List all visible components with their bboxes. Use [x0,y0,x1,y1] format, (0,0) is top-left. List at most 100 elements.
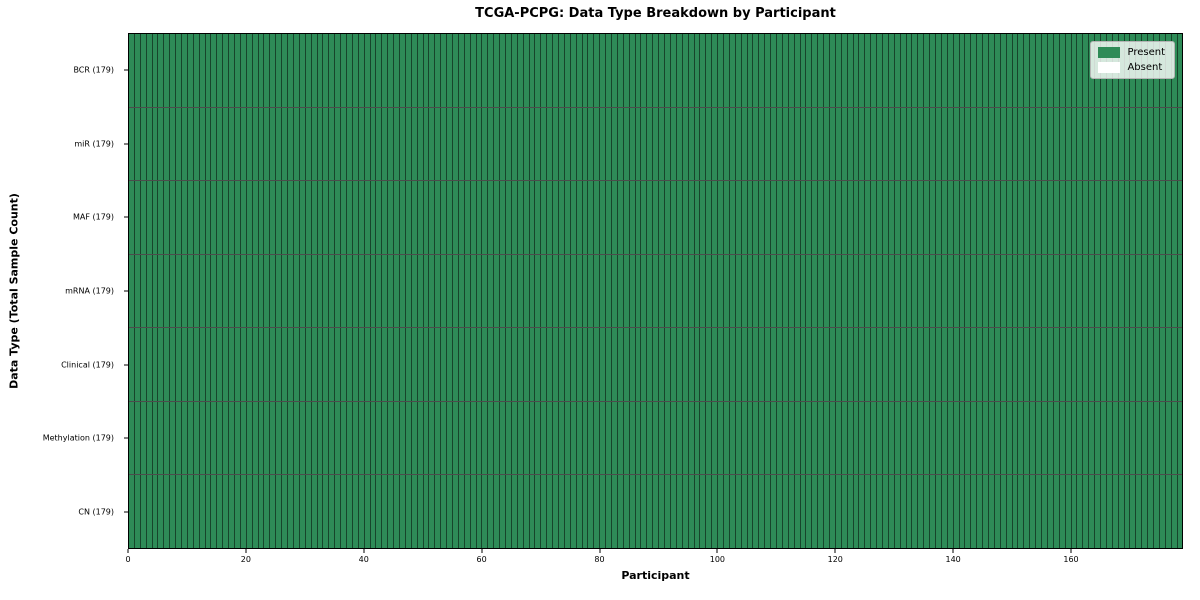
heatmap-cell [229,254,236,328]
heatmap-cell [1089,401,1096,475]
heatmap-cell [341,107,347,181]
heatmap-cell [352,181,359,254]
heatmap-cell [941,181,948,254]
heatmap-cell [223,34,230,107]
heatmap-cell [835,254,842,328]
heatmap-cell [794,34,801,107]
heatmap-cell [346,181,353,254]
heatmap-cell [399,34,406,107]
heatmap-cell [712,107,719,181]
heatmap-cell [812,475,819,549]
heatmap-cell [806,254,813,328]
heatmap-cell [782,254,789,328]
heatmap-cell [240,475,247,549]
heatmap-cell [205,254,212,328]
heatmap-cell [1053,34,1060,107]
heatmap-cell [594,107,601,181]
heatmap-cell [747,34,754,107]
heatmap-cell [824,34,830,107]
heatmap-cell [1118,181,1125,254]
heatmap-cell [564,107,571,181]
heatmap-cell [606,254,613,328]
heatmap-cell [129,475,135,549]
heatmap-cell [529,254,536,328]
heatmap-cell [511,475,518,549]
heatmap-cell [346,254,353,328]
heatmap-cell [187,328,194,401]
heatmap-cell [759,475,766,549]
heatmap-cell [394,107,400,181]
heatmap-cell [1165,107,1172,181]
heatmap-cell [700,254,707,328]
heatmap-cell [659,107,666,181]
heatmap-cell [1124,475,1131,549]
heatmap-cell [270,254,277,328]
heatmap-cell [776,181,783,254]
heatmap-cell [959,107,966,181]
heatmap-cell [735,401,742,475]
heatmap-cell [1000,475,1007,549]
heatmap-cell [747,107,754,181]
heatmap-cell [1042,475,1048,549]
heatmap-cell [488,34,495,107]
heatmap-cell [953,34,960,107]
heatmap-cell [841,475,848,549]
x-axis-tick-labels: 0 20 40 60 80 100 120 140 160 [125,549,1183,569]
heatmap-cell [1071,34,1078,107]
heatmap-cell [1095,475,1101,549]
heatmap-cell [1171,107,1178,181]
heatmap-cell [576,181,583,254]
heatmap-cell [971,254,978,328]
heatmap-cell [452,34,459,107]
heatmap-cell [1059,34,1066,107]
legend: Present Absent [1090,41,1175,79]
heatmap-cell [729,254,736,328]
heatmap-cell [482,107,489,181]
heatmap-cell [506,328,512,401]
heatmap-cell [1118,328,1125,401]
heatmap-cell [1071,254,1078,328]
heatmap-cell [1083,254,1090,328]
heatmap-cell [865,475,872,549]
heatmap-cell [1142,107,1149,181]
heatmap-cell [794,107,801,181]
heatmap-cell [1095,254,1101,328]
heatmap-cell [205,34,212,107]
heatmap-cell [258,475,265,549]
y-tick-mark [124,290,128,292]
heatmap-cell [930,401,937,475]
heatmap-cell [164,328,171,401]
heatmap-cell [883,181,889,254]
heatmap-cell [894,401,901,475]
heatmap-cell [1018,107,1025,181]
heatmap-cell [700,401,707,475]
heatmap-cell [1153,328,1160,401]
heatmap-cell [983,401,990,475]
heatmap-cell [936,107,942,181]
heatmap-cell [947,34,954,107]
heatmap-cell [317,401,324,475]
heatmap-cell [270,401,277,475]
heatmap-cell [989,254,995,328]
heatmap-cell [140,107,147,181]
heatmap-cell [859,401,866,475]
heatmap-cell [1018,181,1025,254]
heatmap-cell [906,107,913,181]
heatmap-cell [158,181,165,254]
heatmap-cell [688,181,695,254]
heatmap-cell [635,34,642,107]
heatmap-cell [641,328,648,401]
heatmap-cell [877,34,883,107]
heatmap-cell [1100,475,1107,549]
heatmap-cell [541,254,548,328]
heatmap-cell [965,34,972,107]
heatmap-cell [352,107,359,181]
heatmap-cell [176,34,183,107]
heatmap-cell [1083,401,1090,475]
heatmap-cell [1130,328,1137,401]
heatmap-cell [794,401,801,475]
heatmap-cell [594,328,601,401]
heatmap-cell [358,181,365,254]
heatmap-cell [317,107,324,181]
heatmap-cell [859,181,866,254]
